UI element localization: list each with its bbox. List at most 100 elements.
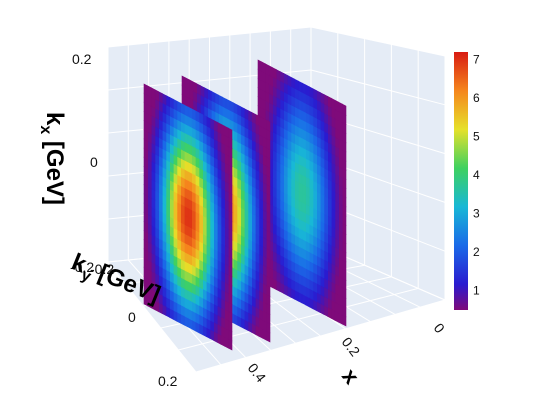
heatmap-cell [207, 88, 212, 101]
heatmap-cell [247, 110, 252, 123]
heatmap-cell [217, 121, 222, 134]
heatmap-cell [308, 86, 314, 99]
heatmap-cell [327, 95, 332, 108]
kx-tick-label: -0.2 [70, 259, 94, 275]
heatmap-slice [143, 83, 233, 351]
x-tick-label: 0 [431, 320, 449, 336]
heatmap-cell [158, 91, 163, 104]
heatmap-cell [255, 113, 260, 126]
heatmap-cell [275, 69, 281, 82]
heatmap-cell [297, 80, 303, 93]
heatmap-cell [305, 84, 310, 97]
heatmap-cell [283, 72, 288, 85]
colorbar-tick-label: 4 [473, 168, 480, 182]
heatmap-cell [341, 103, 347, 116]
heatmap-cell [264, 63, 270, 76]
grid-line [107, 261, 197, 373]
colorbar: 7 6 5 4 3 2 1 [454, 52, 480, 310]
colorbar-ticks: 7 6 5 4 3 2 1 [473, 53, 480, 298]
heatmap-cell [319, 92, 325, 105]
heatmap-cell [265, 119, 271, 132]
grid-line [310, 26, 446, 57]
heatmap-cell [279, 71, 285, 84]
heatmap-slice [257, 59, 347, 327]
grid-line [107, 26, 312, 48]
heatmap-cell [268, 65, 274, 78]
heatmap-cell [185, 77, 190, 90]
heatmap-cell [176, 100, 181, 113]
x-tick-label: 0.2 [339, 334, 364, 359]
heatmap-cell [301, 82, 307, 95]
ky-tick-label: 0 [128, 309, 136, 325]
heatmap-cell [181, 75, 186, 88]
heatmap-cell [220, 123, 225, 136]
heatmap-cell [206, 116, 211, 129]
heatmap-cell [262, 117, 267, 130]
heatmap-cell [209, 118, 214, 131]
colorbar-tick-label: 7 [473, 53, 480, 67]
kx-axis-title: kx [GeV] [37, 112, 68, 205]
heatmap-cell [189, 79, 194, 92]
colorbar-tick-label: 1 [473, 284, 480, 298]
heatmap-cell [294, 78, 299, 91]
heatmap-cell [180, 102, 185, 115]
heatmap-cell [196, 83, 201, 96]
heatmap-cell [202, 114, 207, 127]
heatmap-cell [162, 93, 167, 106]
heatmap-cell [165, 95, 170, 108]
heatmap-cell [192, 81, 197, 94]
heatmap-cell [154, 89, 159, 102]
heatmap-cell [286, 74, 292, 87]
kx-tick-label: 0.2 [72, 51, 92, 67]
heatmap-cell [147, 85, 152, 98]
x-tick-label: 0.4 [245, 360, 270, 385]
heatmap-cell [198, 112, 203, 125]
ky-tick-label: -0.2 [90, 261, 114, 277]
heatmap-cell [233, 102, 238, 115]
heatmap-cell [213, 119, 218, 132]
heatmap-cell [290, 76, 296, 89]
heatmap-cell [151, 87, 156, 100]
heatmap-cell [225, 98, 230, 111]
heatmap-cell [338, 101, 343, 114]
ky-ticks: -0.2 0 0.2 [90, 261, 178, 389]
heatmap-cell [229, 100, 234, 113]
heatmap-cell [228, 127, 233, 140]
colorbar-gradient [454, 52, 468, 310]
colorbar-tick-label: 3 [473, 207, 480, 221]
heatmap-cell [224, 125, 229, 138]
heatmap-cell [334, 99, 340, 112]
heatmap-cell [240, 106, 245, 119]
heatmap-cell [184, 104, 189, 117]
heatmap-cell [214, 92, 219, 105]
heatmap-cell [195, 110, 200, 123]
heatmap-cell [191, 108, 196, 121]
heatmap-cell [316, 90, 321, 103]
heatmap-cell [323, 94, 329, 107]
heatmap-cell [272, 67, 277, 80]
colorbar-tick-label: 6 [473, 91, 480, 105]
colorbar-tick-label: 2 [473, 245, 480, 259]
heatmap-cell [173, 98, 178, 111]
heatmap-cell [244, 108, 249, 121]
kx-tick-label: 0 [90, 154, 98, 170]
heatmap-cell [312, 88, 318, 101]
heatmap-cell [236, 104, 241, 117]
heatmap-cell [258, 115, 264, 128]
x-axis-title: x [337, 364, 365, 390]
heatmap-cell [211, 90, 216, 103]
heatmap-cell [330, 97, 336, 110]
heatmap-cell [169, 96, 174, 109]
heatmap-slices [143, 59, 347, 351]
heatmap-cell [143, 83, 148, 96]
heatmap-cell [200, 85, 205, 98]
heatmap-cell [222, 96, 227, 109]
heatmap-cell [257, 59, 263, 72]
ky-tick-label: 0.2 [158, 373, 178, 389]
heatmap-cell [187, 106, 192, 119]
grid-line [310, 69, 446, 106]
heatmap-cell [218, 94, 223, 107]
colorbar-tick-label: 5 [473, 130, 480, 144]
heatmap-cell [261, 61, 266, 74]
